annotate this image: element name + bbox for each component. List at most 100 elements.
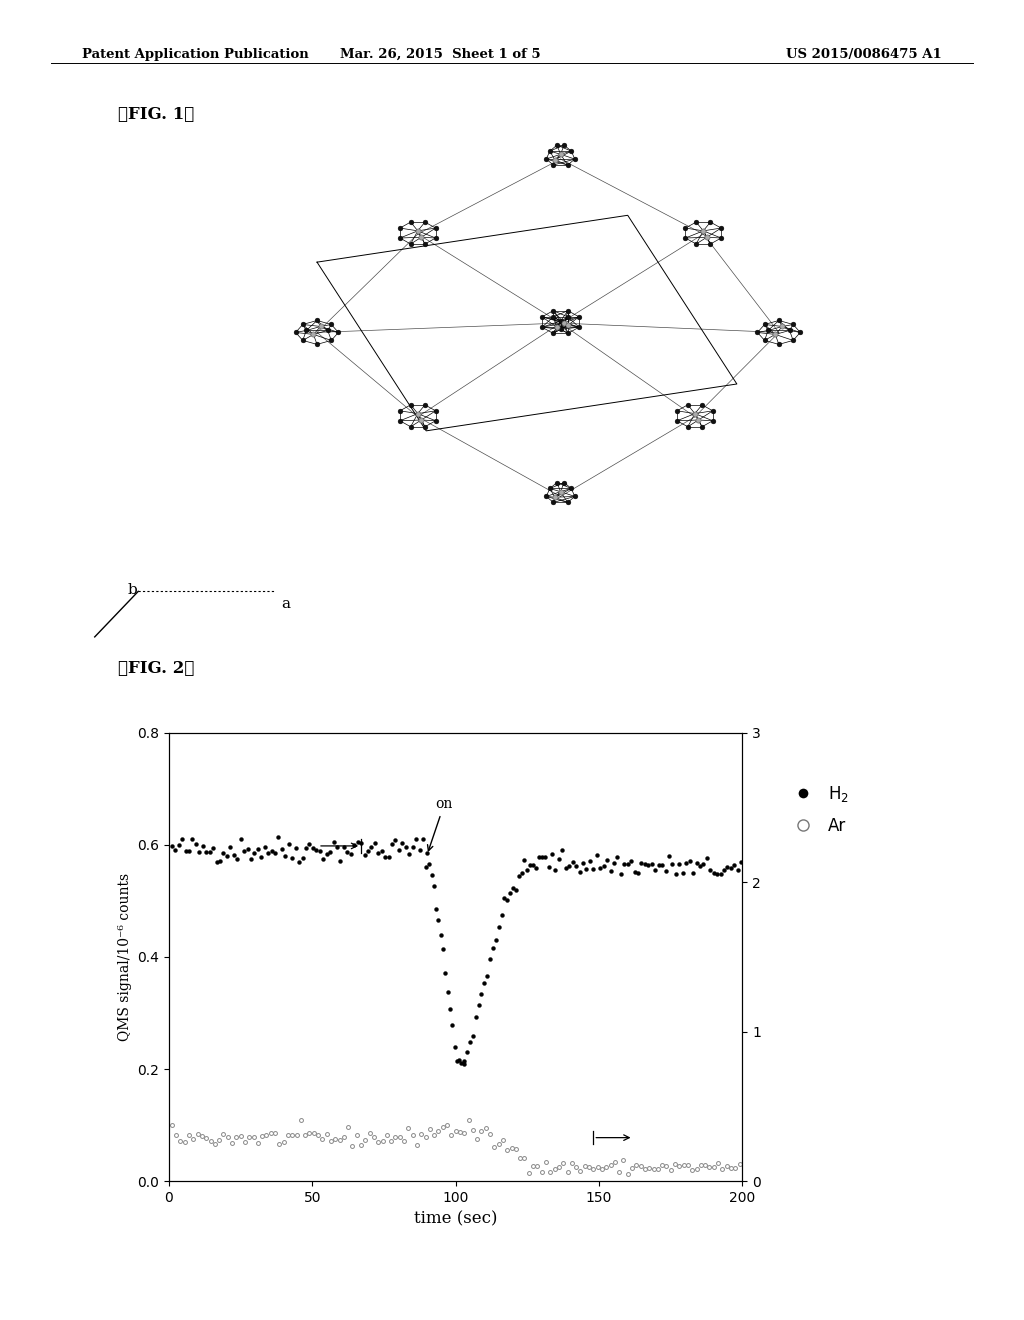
Point: [771, 310, 787, 331]
Point: [402, 211, 419, 232]
Point: [559, 154, 575, 176]
Point: [417, 416, 433, 437]
Point: [549, 317, 565, 338]
Point: [688, 234, 705, 255]
Point: [669, 411, 685, 432]
Point: [312, 315, 329, 337]
Point: [547, 487, 563, 508]
Point: [690, 409, 707, 430]
Point: [545, 323, 561, 345]
Point: [702, 234, 719, 255]
Point: [713, 218, 729, 239]
Point: [545, 154, 561, 176]
Point: [669, 400, 685, 421]
Point: [563, 140, 580, 161]
Point: [556, 313, 572, 334]
Point: [556, 473, 572, 494]
Point: [560, 323, 577, 345]
Point: [402, 395, 419, 416]
Point: [774, 315, 791, 337]
Text: 【FIG. 2】: 【FIG. 2】: [118, 660, 195, 677]
Point: [410, 403, 426, 424]
Point: [427, 218, 443, 239]
Point: [417, 211, 433, 232]
Text: 【FIG. 1】: 【FIG. 1】: [118, 106, 194, 123]
Point: [677, 218, 693, 239]
Point: [760, 319, 776, 341]
Point: [785, 330, 802, 351]
Text: b: b: [128, 583, 138, 598]
Point: [563, 478, 580, 499]
Point: [705, 411, 721, 432]
Point: [566, 486, 583, 507]
Point: [757, 314, 773, 335]
Point: [549, 135, 565, 156]
Point: [538, 486, 554, 507]
Point: [410, 220, 426, 242]
Point: [694, 395, 711, 416]
Point: [319, 319, 336, 341]
Point: [698, 227, 715, 248]
Point: [694, 416, 711, 437]
Point: [560, 300, 577, 321]
Point: [556, 135, 572, 156]
Point: [771, 334, 787, 355]
Point: [680, 416, 696, 437]
Point: [785, 314, 802, 335]
Point: [545, 300, 561, 321]
Point: [295, 314, 311, 335]
Point: [559, 492, 575, 513]
Point: [305, 323, 322, 345]
Point: [793, 322, 809, 343]
Point: [545, 306, 561, 327]
Point: [324, 314, 340, 335]
Point: [705, 400, 721, 421]
Point: [757, 330, 773, 351]
Point: [534, 306, 550, 327]
Point: [324, 330, 340, 351]
Point: [687, 403, 703, 424]
Point: [781, 319, 798, 341]
Point: [549, 473, 565, 494]
Point: [677, 227, 693, 248]
Point: [750, 322, 766, 343]
Point: [552, 318, 568, 339]
Point: [392, 400, 409, 421]
Point: [542, 140, 558, 161]
Point: [767, 323, 783, 345]
Point: [702, 211, 719, 232]
Point: [402, 416, 419, 437]
Point: [298, 319, 314, 341]
Point: [427, 400, 443, 421]
Legend: H$_2$, Ar: H$_2$, Ar: [779, 777, 855, 842]
Point: [413, 409, 429, 430]
Point: [538, 148, 554, 169]
Point: [295, 330, 311, 351]
Point: [695, 220, 712, 242]
Point: [552, 480, 568, 502]
Point: [547, 149, 563, 170]
Point: [309, 334, 326, 355]
Point: [566, 148, 583, 169]
Point: [427, 411, 443, 432]
Point: [392, 411, 409, 432]
X-axis label: time (sec): time (sec): [414, 1210, 498, 1228]
Point: [542, 478, 558, 499]
Point: [680, 395, 696, 416]
Point: [309, 310, 326, 331]
Point: [552, 144, 568, 165]
Text: Mar. 26, 2015  Sheet 1 of 5: Mar. 26, 2015 Sheet 1 of 5: [340, 48, 541, 61]
Text: a: a: [282, 597, 291, 611]
Y-axis label: QMS signal/10⁻⁶ counts: QMS signal/10⁻⁶ counts: [118, 873, 132, 1041]
Point: [560, 306, 577, 327]
Text: on: on: [428, 797, 453, 851]
Text: US 2015/0086475 A1: US 2015/0086475 A1: [786, 48, 942, 61]
Point: [570, 317, 587, 338]
Point: [402, 234, 419, 255]
Point: [534, 317, 550, 338]
Point: [688, 211, 705, 232]
Text: Patent Application Publication: Patent Application Publication: [82, 48, 308, 61]
Point: [331, 322, 347, 343]
Point: [288, 322, 304, 343]
Point: [417, 234, 433, 255]
